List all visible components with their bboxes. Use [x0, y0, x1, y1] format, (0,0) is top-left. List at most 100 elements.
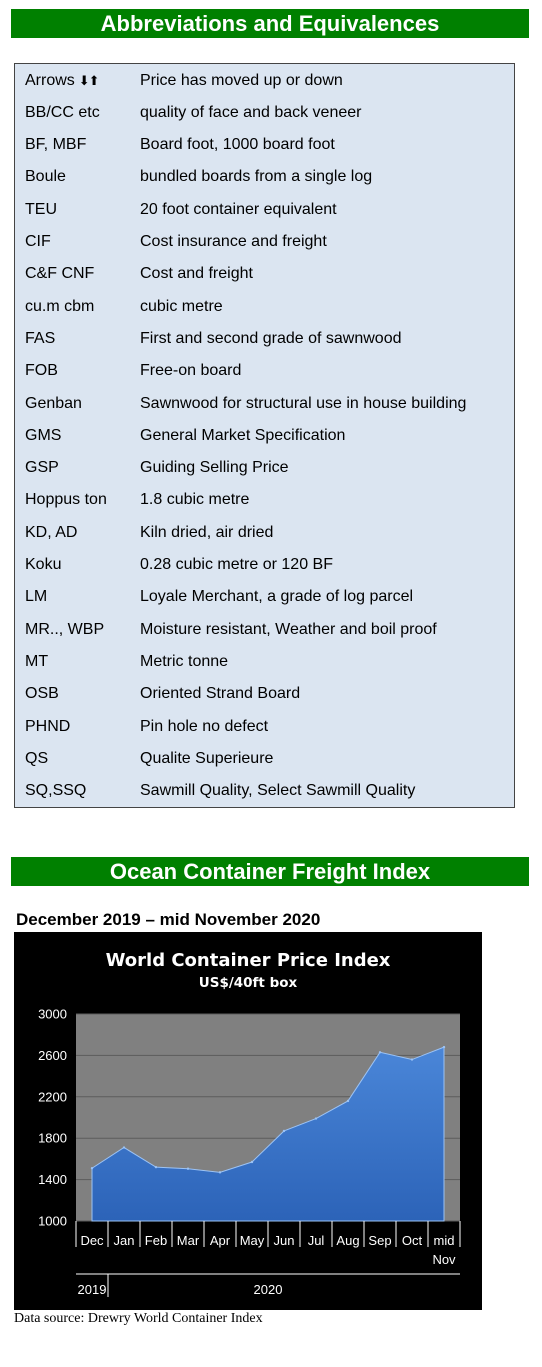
abbreviation-definition: Cost insurance and freight — [140, 233, 327, 250]
abbreviation-term-text: FOB — [25, 362, 58, 380]
abbreviation-row: C&F CNF Cost and freight — [15, 258, 514, 290]
abbreviation-term: QS — [25, 743, 48, 775]
abbreviation-row: LM Loyale Merchant, a grade of log parcel — [15, 581, 514, 613]
abbreviation-definition: cubic metre — [140, 297, 223, 315]
y-tick-label: 2600 — [38, 1048, 67, 1063]
freight-heading: Ocean Container Freight Index — [11, 857, 529, 886]
abbreviations-table: Arrows ⬇⬆ Price has moved up or down BB/CC … — [14, 63, 515, 808]
abbreviation-term-text: KD, AD — [25, 523, 78, 541]
y-tick-label: 1800 — [38, 1131, 67, 1146]
abbreviation-term-text: QS — [25, 749, 49, 767]
abbreviation-term: MR.., WBP — [25, 614, 104, 646]
abbreviation-term-text: PHND — [25, 717, 71, 735]
abbreviation-row: Koku 0.28 cubic metre or 120 BF — [15, 549, 514, 581]
abbreviation-term-text: MT — [25, 652, 49, 670]
x-tick-label: Feb — [145, 1233, 167, 1248]
abbreviation-row: GMS General Market Specification — [15, 420, 514, 452]
x-tick-label: Dec — [80, 1233, 104, 1248]
data-point — [378, 1051, 382, 1054]
abbreviation-term-text: TEU — [25, 200, 57, 218]
abbreviation-term: SQ,SSQ — [25, 775, 86, 807]
abbreviation-term-text: FAS — [25, 329, 56, 347]
abbreviation-term: GSP — [25, 452, 59, 484]
y-tick-label: 3000 — [38, 1007, 67, 1022]
data-point — [154, 1165, 158, 1169]
abbreviation-term: Koku — [25, 549, 61, 581]
x-tick-label: May — [240, 1233, 265, 1248]
abbreviation-definition: Board foot, 1000 board foot — [140, 136, 335, 154]
abbreviation-row: GSP Guiding Selling Price — [15, 452, 514, 484]
abbreviation-definition: Price has moved up or down — [140, 71, 343, 89]
abbreviation-term-text: Genban — [25, 394, 82, 412]
abbreviation-term-text: Arrows — [25, 71, 75, 89]
abbreviation-term-text: Koku — [25, 556, 62, 573]
abbreviation-term-text: CIF — [25, 233, 51, 250]
chart-period-label: December 2019 – mid November 2020 — [16, 910, 321, 929]
abbreviation-row: cu.m cbm cubic metre — [15, 291, 514, 323]
abbreviation-definition: Sawmill Quality, Select Sawmill Quality — [140, 782, 416, 800]
abbreviation-term: CIF — [25, 226, 51, 258]
x-tick-label: Jul — [308, 1233, 325, 1248]
abbreviation-term-text: GSP — [25, 459, 59, 477]
abbreviation-row: CIF Cost insurance and freight — [15, 226, 514, 258]
x-tick-label: Jan — [114, 1233, 135, 1248]
data-point — [90, 1167, 94, 1170]
abbreviation-row: Arrows ⬇⬆ Price has moved up or down — [15, 65, 514, 97]
data-point — [314, 1117, 318, 1120]
abbreviation-term: MT — [25, 646, 48, 678]
abbreviation-term: FOB — [25, 355, 58, 387]
abbreviation-term: LM — [25, 581, 47, 613]
abbreviation-row: FAS First and second grade of sawnwood — [15, 323, 514, 355]
abbreviation-definition: quality of face and back veneer — [140, 103, 362, 121]
x-tick-label: Apr — [210, 1233, 231, 1248]
data-point — [218, 1171, 222, 1174]
x-tick-label: Mar — [177, 1233, 200, 1248]
abbreviation-term: Arrows ⬇⬆ — [25, 65, 100, 97]
abbreviation-definition: Moisture resistant, Weather and boil pro… — [140, 620, 437, 638]
x-tick-label: Nov — [432, 1252, 456, 1267]
data-point — [346, 1099, 350, 1103]
year-label: 2020 — [254, 1282, 283, 1297]
abbreviation-definition: Kiln dried, air dried — [140, 523, 274, 541]
y-tick-label: 2200 — [38, 1089, 67, 1104]
abbreviation-term: Genban — [25, 388, 82, 420]
year-label: 2019 — [78, 1282, 107, 1297]
abbreviation-row: MR.., WBP Moisture resistant, Weather and… — [15, 614, 514, 646]
data-point — [442, 1045, 446, 1049]
abbreviation-term-text: MR.., WBP — [25, 620, 105, 638]
x-tick-label: Aug — [336, 1233, 359, 1248]
y-tick-label: 1000 — [38, 1214, 67, 1229]
abbreviation-term-text: C&F CNF — [25, 265, 95, 283]
data-point — [122, 1146, 126, 1149]
abbreviation-term: C&F CNF — [25, 258, 94, 290]
abbreviation-term: KD, AD — [25, 517, 77, 549]
abbreviation-row: BF, MBF Board foot, 1000 board foot — [15, 129, 514, 161]
chart-title: World Container Price Index — [106, 950, 391, 971]
data-point — [282, 1129, 286, 1133]
abbreviation-definition: Free-on board — [140, 362, 242, 380]
abbreviation-term: PHND — [25, 711, 70, 743]
abbreviation-row: KD, AD Kiln dried, air dried — [15, 517, 514, 549]
abbreviation-term-text: LM — [25, 588, 48, 606]
abbreviation-definition: Metric tonne — [140, 652, 229, 670]
abbreviation-term-text: BB/CC etc — [25, 103, 100, 121]
abbreviation-row: Hoppus ton 1.8 cubic metre — [15, 484, 514, 516]
abbreviation-term: BB/CC etc — [25, 97, 100, 129]
abbreviation-term-text: Boule — [25, 168, 66, 186]
abbreviation-term: OSB — [25, 678, 59, 710]
abbreviation-term: Boule — [25, 161, 66, 193]
data-point — [250, 1160, 254, 1164]
data-source-note: Data source: Drewry World Container Inde… — [14, 1311, 263, 1326]
abbreviation-definition: bundled boards from a single log — [140, 168, 373, 186]
abbreviation-row: Genban Sawnwood for structural use in hou… — [15, 388, 514, 420]
abbreviation-term: TEU — [25, 194, 57, 226]
abbreviation-term: FAS — [25, 323, 55, 355]
abbreviation-definition: General Market Specification — [140, 426, 346, 444]
abbreviation-row: TEU 20 foot container equivalent — [15, 194, 514, 226]
x-tick-label: Sep — [368, 1233, 391, 1248]
abbreviation-row: QS Qualite Superieure — [15, 743, 514, 775]
x-tick-label: mid — [434, 1233, 455, 1248]
abbreviation-term: cu.m cbm — [25, 291, 94, 323]
y-tick-label: 1400 — [38, 1172, 67, 1187]
abbreviation-definition: Pin hole no defect — [140, 717, 269, 735]
